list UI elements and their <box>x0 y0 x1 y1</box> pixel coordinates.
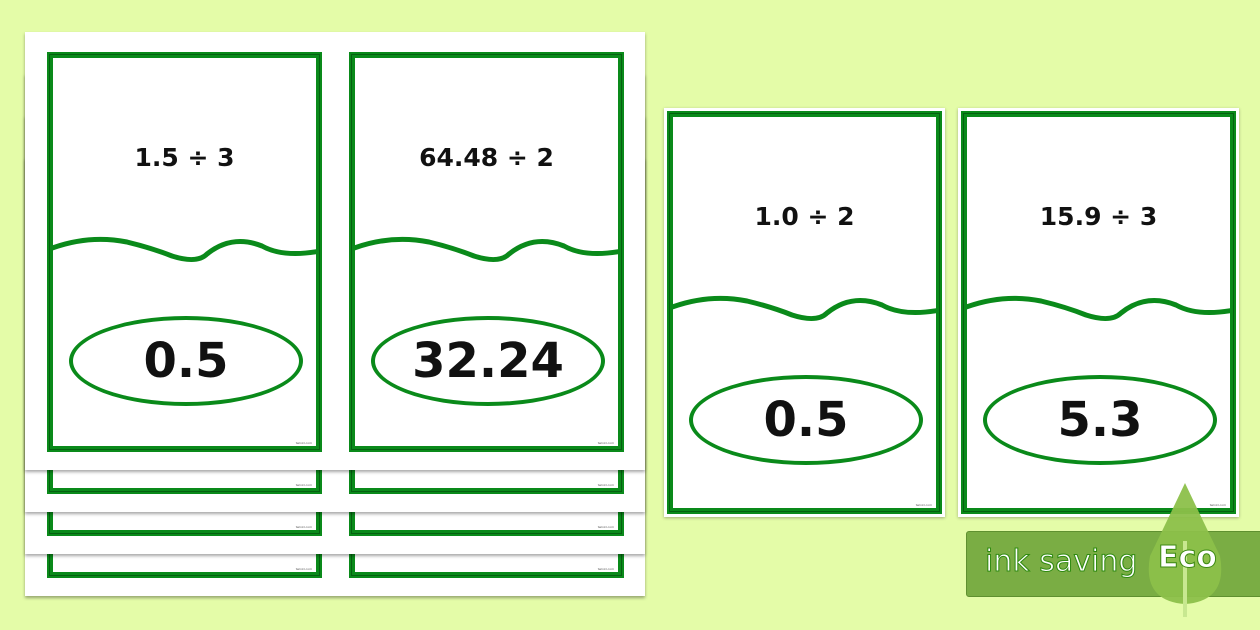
card-answer-oval: 0.5 <box>689 375 923 465</box>
card-question: 1.5 ÷ 3 <box>134 143 235 172</box>
card-footer: twinkl.com <box>597 441 614 445</box>
card-footer: twinkl.com <box>295 525 312 529</box>
card: 15.9 ÷ 3 5.3 twinkl.com <box>961 111 1236 514</box>
card-footer: twinkl.com <box>597 483 614 487</box>
card-footer: twinkl.com <box>597 567 614 571</box>
card-question: 64.48 ÷ 2 <box>419 143 554 172</box>
card-footer: twinkl.com <box>295 483 312 487</box>
card-question: 1.0 ÷ 2 <box>754 202 855 231</box>
sheet: 1.5 ÷ 3 0.5 twinkl.com 64.48 ÷ 2 32.24 t… <box>25 32 645 470</box>
ink-saving-label: ink saving <box>984 544 1138 580</box>
leaf-icon <box>1148 483 1222 617</box>
card-footer: twinkl.com <box>597 525 614 529</box>
wave-divider <box>673 295 936 321</box>
card: 64.48 ÷ 2 32.24 twinkl.com <box>349 52 624 452</box>
card: 1.5 ÷ 3 0.5 twinkl.com <box>47 52 322 452</box>
eco-badge: Eco <box>1158 540 1218 576</box>
wave-divider <box>53 236 316 262</box>
card-answer-oval: 5.3 <box>983 375 1217 465</box>
card-answer-oval: 32.24 <box>371 316 605 406</box>
wave-divider <box>355 236 618 262</box>
card-footer: twinkl.com <box>1209 503 1226 507</box>
card-footer: twinkl.com <box>915 503 932 507</box>
card-question: 15.9 ÷ 3 <box>1039 202 1158 231</box>
card-answer-oval: 0.5 <box>69 316 303 406</box>
wave-divider <box>967 295 1230 321</box>
card-footer: twinkl.com <box>295 567 312 571</box>
card-footer: twinkl.com <box>295 441 312 445</box>
loose-card: 1.0 ÷ 2 0.5 twinkl.com <box>664 108 945 517</box>
loose-card: 15.9 ÷ 3 5.3 twinkl.com <box>958 108 1239 517</box>
card: 1.0 ÷ 2 0.5 twinkl.com <box>667 111 942 514</box>
